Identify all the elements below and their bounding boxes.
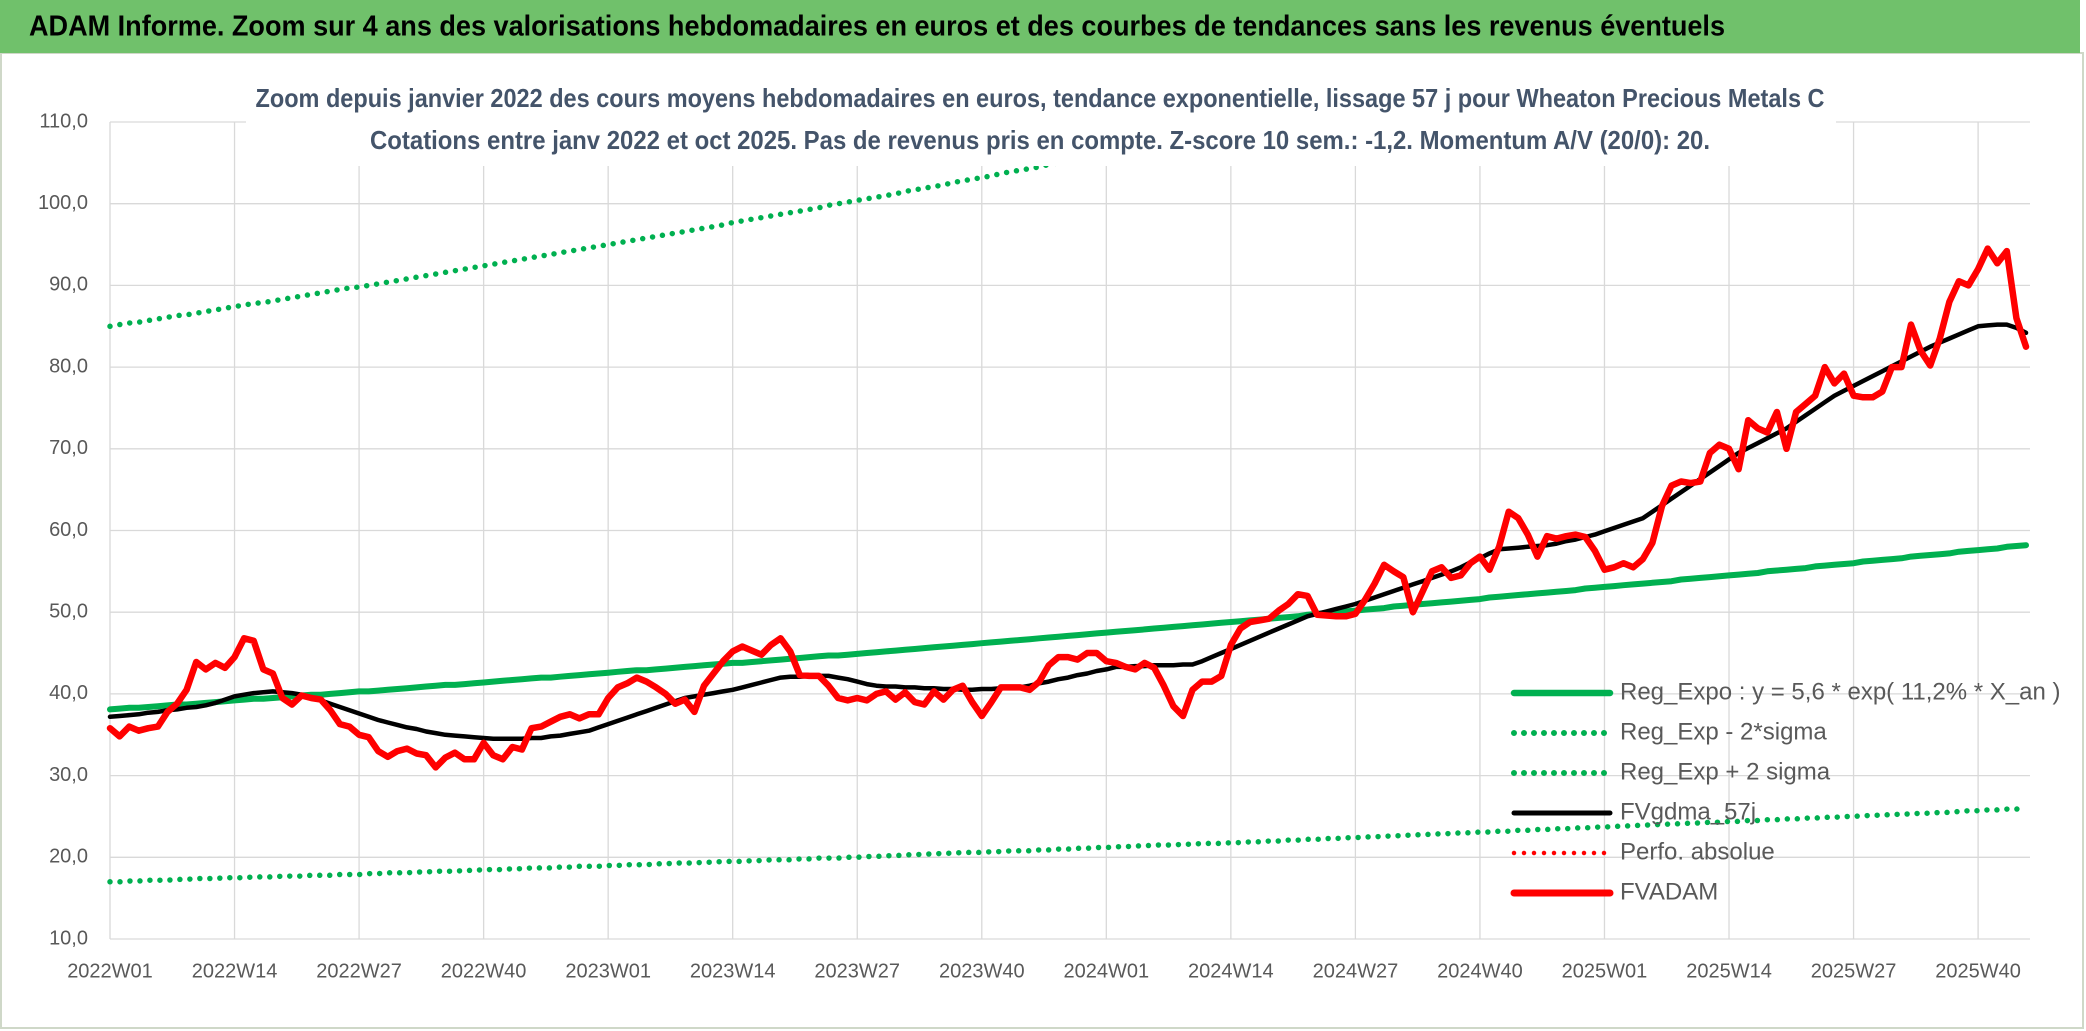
y-tick-label: 100,0 [38, 192, 88, 214]
x-tick-label: 2022W01 [67, 960, 153, 982]
header-title: ADAM Informe. Zoom sur 4 ans des valoris… [29, 11, 1725, 43]
x-tick-label: 2023W01 [565, 960, 651, 982]
y-tick-label: 60,0 [49, 519, 88, 541]
x-tick-label: 2022W40 [441, 960, 527, 982]
x-tick-label: 2025W14 [1686, 960, 1772, 982]
series-line [107, 322, 2029, 742]
y-tick-label: 70,0 [49, 437, 88, 459]
x-tick-label: 2022W14 [192, 960, 278, 982]
legend-label: Reg_Exp + 2 sigma [1620, 758, 1831, 785]
chart-title: Zoom depuis janvier 2022 des cours moyen… [256, 83, 1825, 113]
x-tick-label: 2024W14 [1188, 960, 1274, 982]
y-tick-label: 110,0 [39, 110, 88, 132]
y-tick-label: 10,0 [49, 927, 88, 949]
x-tick-label: 2025W40 [1935, 960, 2021, 982]
series-line [107, 542, 2029, 713]
x-tick-label: 2024W27 [1313, 960, 1399, 982]
plot [106, 122, 2030, 885]
y-tick-label: 40,0 [49, 682, 88, 704]
chart-subtitle: Cotations entre janv 2022 et oct 2025. P… [370, 125, 1710, 155]
legend-label: Reg_Exp - 2*sigma [1620, 718, 1827, 745]
x-tick-label: 2022W27 [316, 960, 402, 982]
legend-label: Reg_Expo : y = 5,6 * exp( 11,2% * X_an ) [1620, 678, 2060, 705]
x-tick-label: 2023W27 [814, 960, 900, 982]
x-tick-label: 2024W40 [1437, 960, 1523, 982]
y-tick-label: 50,0 [49, 600, 88, 622]
y-tick-label: 90,0 [49, 274, 88, 296]
legend-label: Perfo. absolue [1620, 838, 1775, 865]
legend-label: FVADAM [1620, 878, 1718, 905]
chart-frame [0, 52, 2084, 1029]
legend-label: FVgdma_57j [1620, 798, 1756, 825]
x-tick-label: 2024W01 [1064, 960, 1150, 982]
x-tick-label: 2023W14 [690, 960, 776, 982]
series-line [107, 805, 2029, 885]
header-bar [0, 0, 2080, 53]
x-tick-label: 2025W27 [1811, 960, 1897, 982]
legend: Reg_Expo : y = 5,6 * exp( 11,2% * X_an )… [1510, 678, 2060, 905]
series-line [106, 245, 2030, 771]
y-tick-label: 80,0 [49, 355, 88, 377]
title-box [246, 80, 1836, 166]
y-tick-label: 30,0 [49, 764, 88, 786]
x-tick-label: 2025W01 [1562, 960, 1648, 982]
y-tick-label: 20,0 [49, 846, 88, 868]
x-tick-label: 2023W40 [939, 960, 1025, 982]
